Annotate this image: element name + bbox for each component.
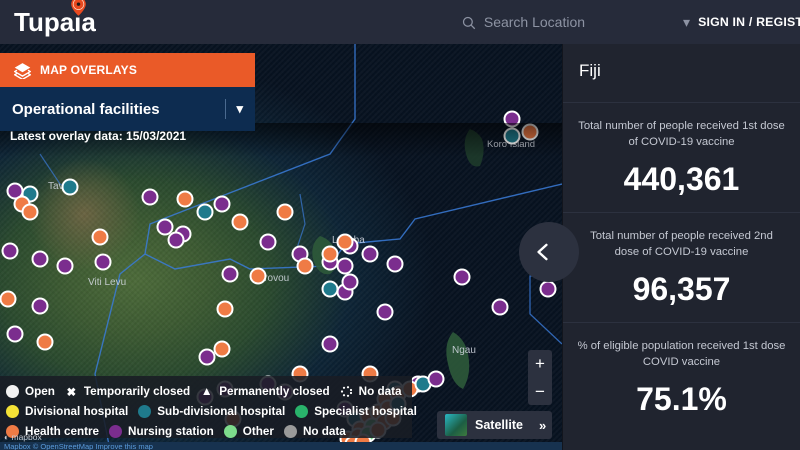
svg-text:Ngau: Ngau bbox=[452, 345, 476, 356]
svg-text:Viti Levu: Viti Levu bbox=[88, 277, 126, 288]
